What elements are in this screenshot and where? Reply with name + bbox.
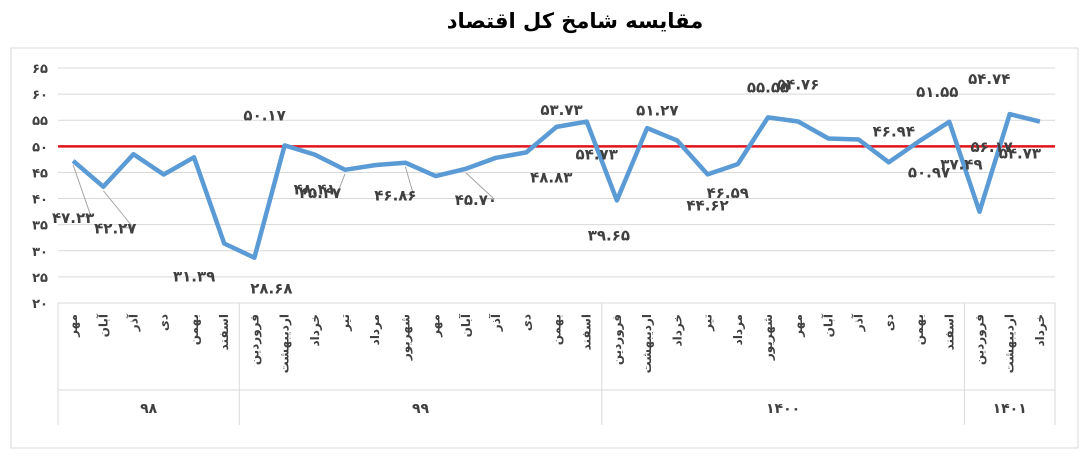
series-line bbox=[71, 111, 1041, 260]
x-tick-label: شهریور bbox=[761, 314, 776, 361]
x-tick-label: اردیبهشت bbox=[640, 314, 654, 373]
data-label: ۵۵.۵۵ bbox=[747, 78, 789, 96]
data-label: ۴۶.۹۴ bbox=[873, 122, 915, 140]
y-tick-label: ۵۵ bbox=[32, 114, 48, 129]
x-tick-label: اسفند bbox=[217, 314, 231, 350]
x-tick-label: آذر bbox=[126, 313, 141, 332]
x-tick-label: مرداد bbox=[368, 314, 382, 345]
x-tick-label: مهر bbox=[429, 314, 443, 338]
data-label: ۴۷.۲۳ bbox=[52, 209, 94, 227]
x-tick-label: شهریور bbox=[398, 314, 413, 361]
x-tick-label: مهر bbox=[66, 314, 80, 338]
x-tick-label: دی bbox=[882, 314, 896, 331]
data-label: ۳۱.۳۹ bbox=[173, 268, 215, 286]
x-tick-label: فروردین bbox=[247, 314, 262, 365]
data-label: ۴۴.۶۲ bbox=[686, 196, 728, 214]
x-tick-label: آبان bbox=[820, 313, 835, 337]
x-tick-label: دی bbox=[157, 314, 171, 331]
data-label: ۵۱.۵۵ bbox=[916, 83, 958, 101]
y-tick-label: ۴۰ bbox=[32, 193, 48, 208]
x-tick-label: دی bbox=[519, 314, 533, 331]
data-label: ۵۴.۷۴ bbox=[968, 70, 1010, 88]
data-label: ۴۵.۴۷ bbox=[299, 184, 341, 202]
group-label: ۱۴۰۰ bbox=[766, 401, 800, 417]
x-tick-label: بهمن bbox=[187, 314, 201, 345]
label-leader bbox=[465, 172, 496, 200]
data-label: ۵۰.۹۷ bbox=[908, 163, 950, 181]
x-tick-label: مهر bbox=[791, 314, 805, 338]
x-tick-label: آذر bbox=[851, 313, 866, 332]
x-axis: مهر آبان آذر دی بهمن اسفند فروردین اردیبهشت خردا… bbox=[57, 302, 1056, 425]
data-label: ۵۳.۷۳ bbox=[540, 101, 582, 119]
label-leaders bbox=[72, 164, 496, 229]
data-label: ۵۱.۲۷ bbox=[636, 102, 678, 120]
chart-border bbox=[10, 47, 1079, 449]
chart-title: مقایسه شامخ کل اقتصاد bbox=[447, 9, 703, 33]
data-label: ۵۴.۷۳ bbox=[999, 145, 1041, 163]
y-tick-label: ۶۰ bbox=[32, 88, 48, 103]
x-tick-label: خرداد bbox=[308, 314, 322, 347]
x-tick-label: فروردین bbox=[610, 314, 625, 365]
x-tick-label: بهمن bbox=[912, 314, 926, 345]
x-tick-label: آبان bbox=[95, 313, 110, 337]
x-tick-label: فروردین bbox=[972, 314, 987, 365]
group-label: ۹۸ bbox=[140, 401, 158, 417]
x-tick-label: اردیبهشت bbox=[278, 314, 292, 373]
x-tick-label: آذر bbox=[488, 313, 503, 332]
data-label: ۴۲.۲۷ bbox=[94, 220, 136, 238]
x-tick-label: خرداد bbox=[1033, 314, 1047, 347]
data-label: ۴۶.۸۶ bbox=[374, 187, 416, 205]
y-axis-ticks: ۶۵ ۶۰ ۵۵ ۵۰ ۴۵ ۴۰ ۳۵ ۳۰ ۲۵ ۲۰ bbox=[32, 62, 48, 312]
data-label: ۵۴.۷۳ bbox=[576, 146, 618, 164]
x-tick-label: خرداد bbox=[670, 314, 684, 347]
y-tick-label: ۵۰ bbox=[32, 140, 48, 155]
data-label: ۵۶.۱۷ bbox=[971, 138, 1013, 156]
x-tick-label: مرداد bbox=[731, 314, 745, 345]
data-label: ۴۶.۵۹ bbox=[707, 184, 749, 202]
data-label: ۳۹.۶۵ bbox=[588, 226, 630, 244]
x-tick-label: اسفند bbox=[580, 314, 594, 350]
data-label: ۵۴.۷۶ bbox=[777, 75, 819, 93]
label-leader bbox=[328, 173, 346, 193]
label-leader bbox=[403, 166, 415, 196]
y-tick-label: ۲۰ bbox=[32, 297, 48, 312]
data-label: ۳۷.۴۹ bbox=[940, 156, 982, 174]
label-leader bbox=[72, 164, 92, 218]
y-tick-label: ۲۵ bbox=[32, 271, 48, 286]
x-tick-label: تیر bbox=[338, 314, 352, 332]
label-leader bbox=[102, 190, 135, 229]
x-tick-label: بهمن bbox=[550, 314, 564, 345]
x-tick-label: اسفند bbox=[942, 314, 956, 350]
data-label: ۴۸.۴۱ bbox=[294, 181, 336, 199]
y-tick-label: ۶۵ bbox=[32, 62, 48, 77]
x-tick-label: اردیبهشت bbox=[1003, 314, 1017, 373]
data-label: ۲۸.۶۸ bbox=[250, 280, 292, 298]
x-tick-label: آبان bbox=[458, 313, 473, 337]
data-label: ۴۵.۷۰ bbox=[455, 191, 497, 209]
data-label: ۵۰.۱۷ bbox=[243, 106, 285, 124]
y-tick-label: ۳۵ bbox=[32, 219, 48, 234]
x-tick-label: تیر bbox=[701, 314, 715, 332]
group-label: ۱۴۰۱ bbox=[993, 401, 1027, 417]
y-tick-label: ۴۵ bbox=[32, 166, 48, 181]
y-tick-label: ۳۰ bbox=[32, 245, 48, 260]
group-label: ۹۹ bbox=[412, 401, 430, 417]
data-label: ۴۸.۸۳ bbox=[530, 168, 572, 186]
